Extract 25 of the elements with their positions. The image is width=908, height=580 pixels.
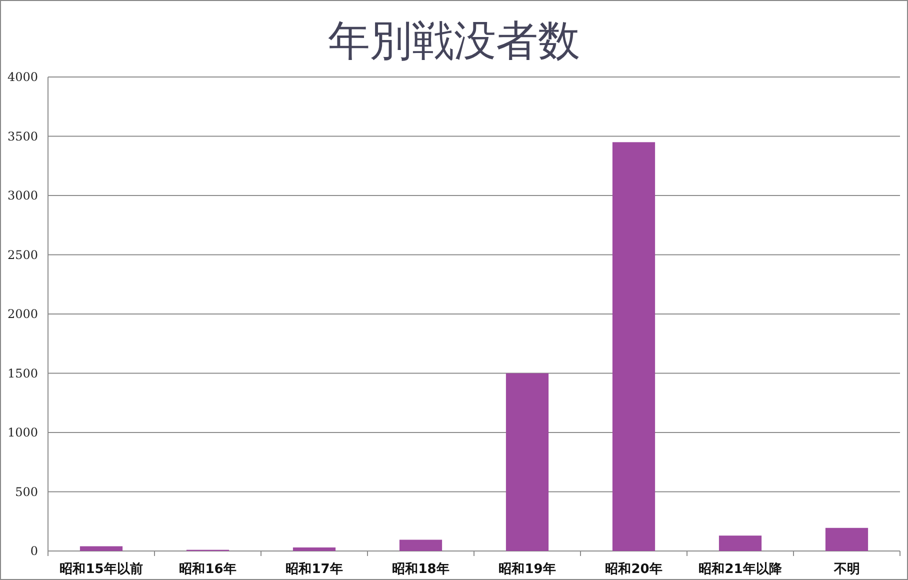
y-tick-label: 3000 [7,188,38,202]
y-tick-label: 2000 [7,307,38,321]
bar [718,536,762,551]
y-tick-label: 3500 [7,129,38,144]
x-tick-label: 昭和21年以降 [698,561,783,577]
y-tick-label: 4000 [7,70,38,84]
y-tick-label: 1500 [7,366,38,380]
bar [612,142,656,551]
x-tick-label: 昭和15年以前 [60,561,143,577]
bar [825,528,868,551]
y-tick-label: 500 [15,484,38,499]
x-tick-label: 昭和18年 [392,561,450,577]
x-tick-label: 昭和19年 [498,561,556,577]
x-tick-label: 不明 [832,562,860,577]
y-tick-label: 2500 [7,248,38,262]
x-tick-label: 昭和17年 [286,561,343,577]
bar [399,540,442,551]
y-tick-label: 1000 [7,426,38,440]
chart-title: 年別戦没者数 [328,16,580,65]
bar [506,373,549,551]
bar [80,546,123,551]
bar [292,547,336,551]
x-tick-label: 昭和20年 [605,561,662,577]
y-tick-label: 0 [30,544,38,558]
x-tick-label: 昭和16年 [179,561,236,577]
